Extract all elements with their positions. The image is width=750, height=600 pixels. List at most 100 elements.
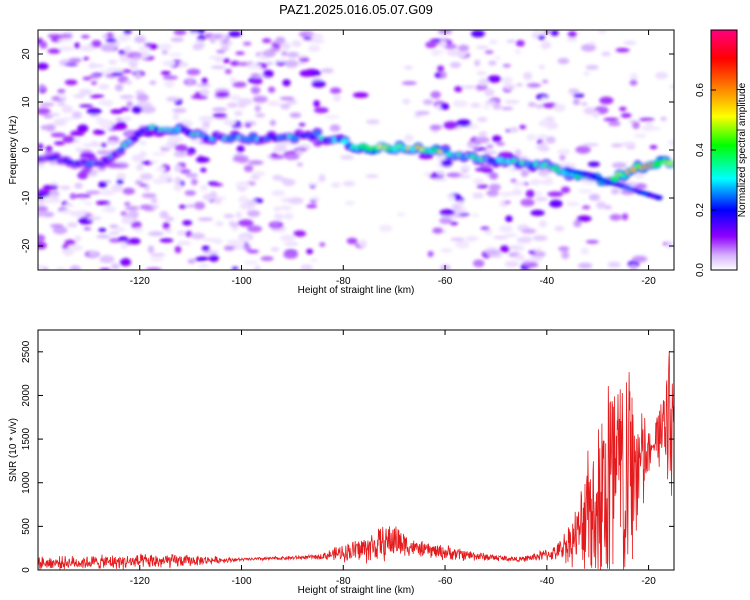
noise-cell bbox=[223, 213, 235, 219]
noise-cell bbox=[528, 250, 536, 255]
noise-cell bbox=[492, 102, 502, 110]
noise-cell bbox=[523, 71, 533, 80]
noise-cell bbox=[634, 173, 645, 179]
noise-cell bbox=[71, 111, 82, 119]
noise-cell bbox=[214, 197, 222, 205]
noise-cell bbox=[667, 139, 674, 146]
noise-cell bbox=[440, 102, 450, 111]
noise-cell bbox=[592, 110, 600, 119]
noise-cell bbox=[404, 134, 414, 143]
noise-cell bbox=[83, 227, 92, 231]
noise-cell bbox=[247, 249, 259, 254]
noise-cell bbox=[149, 80, 157, 85]
noise-cell bbox=[520, 169, 529, 178]
noise-cell bbox=[246, 200, 257, 206]
noise-cell bbox=[116, 179, 124, 185]
noise-cell bbox=[446, 172, 461, 178]
noise-cell bbox=[365, 174, 379, 178]
noise-cell bbox=[645, 121, 654, 130]
noise-cell bbox=[69, 193, 77, 200]
noise-cell bbox=[476, 184, 489, 189]
noise-cell bbox=[321, 68, 334, 74]
noise-cell bbox=[430, 91, 442, 99]
noise-cell bbox=[186, 77, 194, 86]
ridge-cell-peak bbox=[630, 167, 637, 172]
noise-cell bbox=[283, 250, 299, 259]
snr-x-label: Height of straight line (km) bbox=[298, 585, 415, 596]
noise-cell bbox=[450, 237, 465, 241]
noise-cell bbox=[184, 190, 196, 196]
noise-cell bbox=[124, 80, 133, 85]
y-tick-label: 0 bbox=[21, 147, 32, 153]
noise-cell bbox=[150, 253, 166, 257]
noise-cell bbox=[403, 65, 413, 70]
noise-cell bbox=[96, 116, 103, 122]
noise-cell bbox=[145, 267, 162, 270]
noise-cell bbox=[124, 202, 131, 206]
noise-cell bbox=[629, 264, 638, 270]
noise-cell bbox=[566, 37, 578, 43]
noise-cell bbox=[568, 88, 580, 93]
noise-cell bbox=[554, 225, 565, 232]
noise-cell bbox=[229, 76, 237, 84]
noise-cell bbox=[487, 75, 502, 83]
noise-cell bbox=[173, 183, 183, 192]
noise-cell bbox=[216, 49, 226, 54]
noise-cell bbox=[482, 105, 490, 109]
noise-cell bbox=[538, 120, 550, 127]
noise-cell bbox=[621, 213, 629, 221]
noise-cell bbox=[47, 48, 61, 54]
noise-cell bbox=[162, 60, 177, 67]
noise-cell bbox=[121, 216, 135, 225]
noise-cell bbox=[78, 88, 92, 96]
noise-cell bbox=[473, 192, 484, 199]
noise-cell bbox=[538, 65, 546, 69]
noise-cell bbox=[50, 132, 66, 138]
noise-cell bbox=[275, 143, 287, 150]
noise-cell bbox=[251, 79, 263, 85]
noise-cell bbox=[108, 231, 120, 235]
noise-cell bbox=[215, 91, 230, 98]
noise-cell bbox=[223, 119, 236, 126]
noise-cell bbox=[125, 205, 140, 211]
noise-cell bbox=[452, 100, 468, 108]
noise-cell bbox=[177, 241, 192, 245]
noise-cell bbox=[514, 254, 525, 261]
noise-cell bbox=[99, 70, 110, 74]
noise-cell bbox=[449, 62, 461, 68]
noise-cell bbox=[558, 246, 570, 252]
noise-cell bbox=[604, 205, 612, 210]
noise-cell bbox=[273, 213, 284, 220]
noise-cell bbox=[195, 39, 204, 44]
noise-cell bbox=[197, 217, 214, 221]
noise-cell bbox=[136, 163, 144, 171]
noise-cell bbox=[124, 46, 132, 54]
noise-cell bbox=[210, 65, 226, 69]
noise-cell bbox=[520, 198, 535, 207]
noise-cell bbox=[282, 79, 291, 87]
noise-cell bbox=[573, 219, 582, 228]
noise-cell bbox=[174, 176, 181, 185]
noise-cell bbox=[515, 40, 525, 47]
ridge-cell-peak bbox=[470, 154, 476, 159]
noise-cell bbox=[532, 235, 548, 242]
noise-cell bbox=[133, 227, 144, 233]
noise-cell bbox=[235, 181, 251, 188]
noise-cell bbox=[91, 40, 102, 48]
noise-cell bbox=[329, 124, 341, 132]
noise-cell bbox=[108, 60, 117, 65]
noise-cell bbox=[541, 97, 548, 101]
noise-cell bbox=[45, 145, 53, 153]
noise-cell bbox=[453, 208, 462, 213]
noise-cell bbox=[194, 95, 208, 100]
noise-cell bbox=[504, 200, 511, 204]
noise-cell bbox=[192, 43, 203, 51]
snr-panel: -120 -100 -80 -60 -40 -20 0 500 1000 1500 2000 250… bbox=[8, 329, 675, 596]
noise-cell bbox=[150, 198, 158, 204]
noise-cell bbox=[470, 102, 481, 109]
noise-cell bbox=[77, 124, 89, 133]
noise-cell bbox=[499, 245, 510, 253]
noise-cell bbox=[196, 83, 212, 87]
noise-cell bbox=[244, 123, 252, 128]
